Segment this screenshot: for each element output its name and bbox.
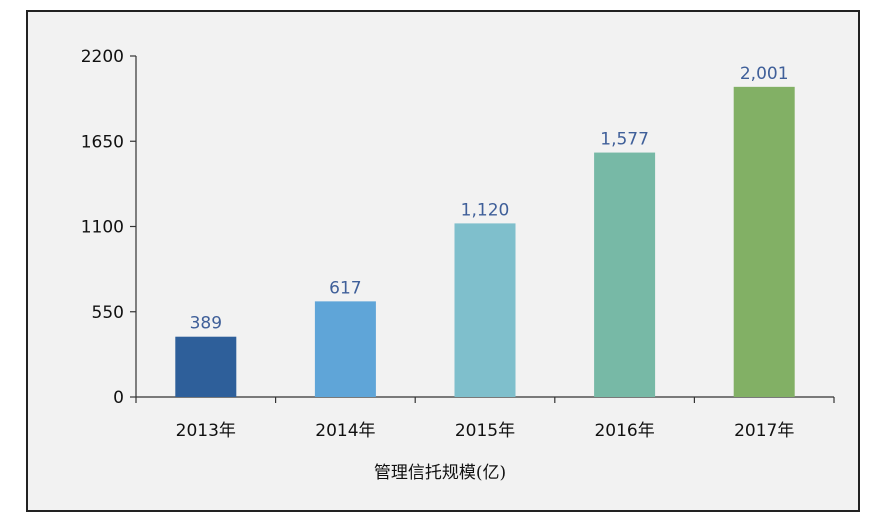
data-label: 617	[329, 278, 361, 298]
x-axis-label: 管理信托规模(亿)	[374, 463, 506, 483]
x-tick-label: 2015年	[455, 421, 515, 441]
data-label: 389	[190, 314, 222, 334]
y-tick-label: 0	[113, 388, 124, 408]
data-label: 1,120	[461, 200, 510, 220]
bar-2014年	[314, 301, 376, 397]
bar-2015年	[454, 223, 516, 397]
data-label: 1,577	[600, 130, 649, 150]
x-tick-label: 2016年	[594, 421, 654, 441]
bar-2016年	[594, 152, 656, 397]
bars	[175, 86, 795, 397]
x-tick-label: 2013年	[176, 421, 236, 441]
x-tick-label: 2017年	[734, 421, 794, 441]
chart-frame	[26, 10, 860, 512]
bar-2013年	[175, 336, 237, 397]
data-label: 2,001	[740, 64, 789, 84]
y-tick-label: 2200	[81, 47, 124, 67]
labels: 389 2013年 617 2014年 1,120 2015年 1,577 2016年 2,00…	[176, 64, 795, 441]
y-tick-label: 1100	[81, 218, 124, 238]
y-tick-label: 1650	[81, 132, 124, 152]
bar-2017年	[733, 86, 795, 397]
y-tick-label: 550	[92, 303, 124, 323]
x-tick-label: 2014年	[315, 421, 375, 441]
axes: 0 550 1100 1650 2200	[81, 47, 835, 408]
